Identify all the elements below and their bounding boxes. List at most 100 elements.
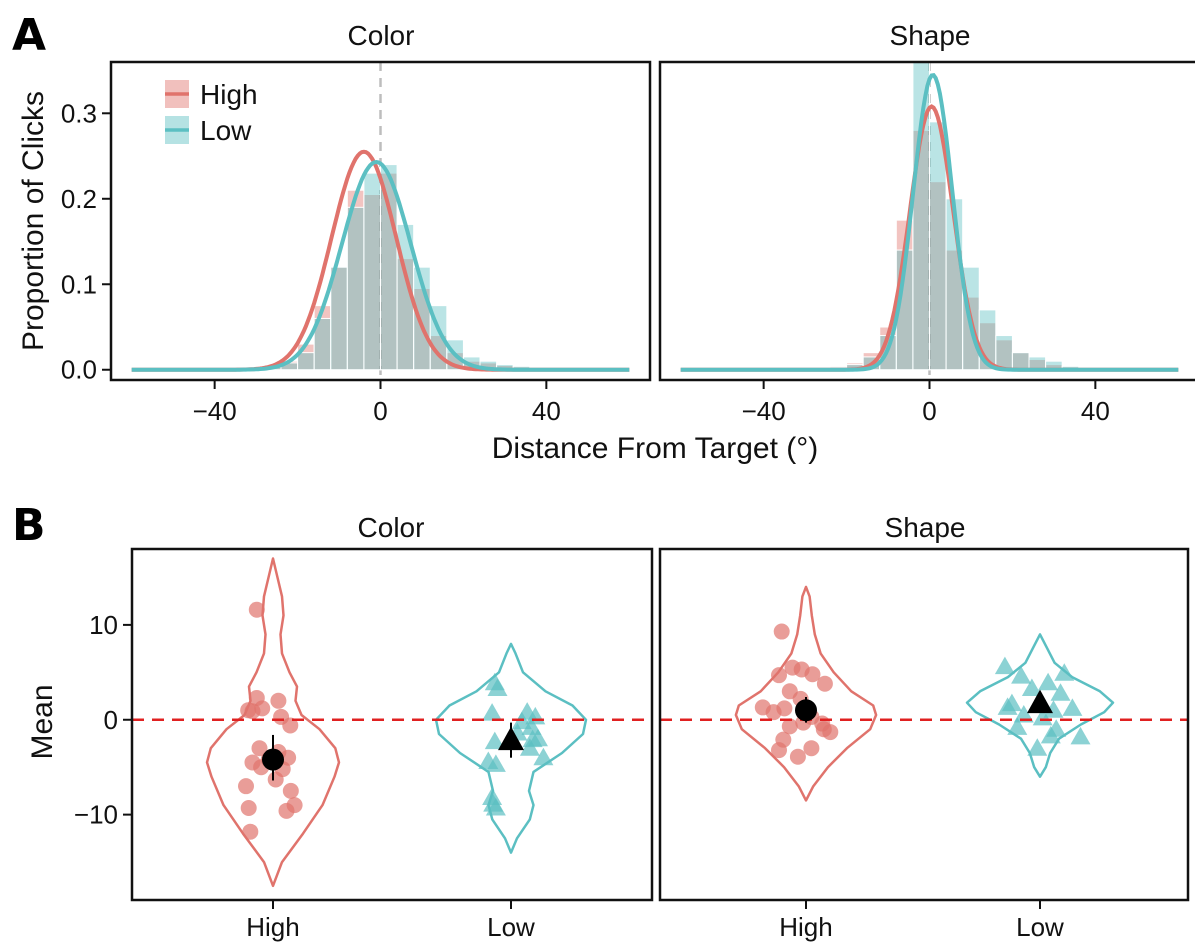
data-point-color-low: [485, 754, 506, 772]
data-point-color-low: [519, 738, 540, 756]
violin-color-high: [205, 557, 341, 888]
data-point-color-high: [240, 799, 257, 816]
data-point-shape-high: [771, 742, 787, 759]
data-point-shape-low: [1027, 738, 1048, 756]
facet-title-a-color: Color: [348, 20, 415, 51]
data-point-color-low: [484, 672, 505, 691]
data-point-color-low: [533, 747, 554, 766]
y-tick-label-b: 0: [104, 705, 118, 735]
x-tick-label-a-shape: 0: [922, 396, 936, 426]
mean-marker-color-high: [262, 748, 284, 771]
histogram-plot-color: [131, 62, 630, 380]
data-point-shape-high: [781, 718, 798, 735]
plot-frame-b-color: [130, 547, 654, 902]
data-point-shape-high: [789, 748, 806, 765]
x-tick-label-a-color: 0: [373, 396, 387, 426]
legend: High Low: [165, 79, 258, 146]
y-axis-b: −10 0 10: [74, 610, 132, 830]
y-axis-title-a: Proportion of Clicks: [17, 91, 50, 351]
x-axis-title-a: Distance From Target (°): [492, 432, 819, 465]
x-axis-b-color: High Low: [246, 900, 535, 942]
data-point-color-high: [248, 601, 265, 618]
histogram-plot-shape: [680, 61, 1179, 380]
data-point-shape-low: [1011, 666, 1032, 684]
y-tick-label-b: 10: [89, 610, 118, 640]
data-point-shape-low: [1013, 705, 1034, 723]
x-category-label-shape: Low: [1016, 912, 1064, 942]
density-curve-shape-low: [680, 72, 1179, 372]
data-point-shape-high: [771, 667, 787, 684]
data-point-color-high: [242, 823, 259, 840]
x-tick-label-a-shape: −40: [742, 396, 786, 426]
plot-frame-b-shape: [658, 547, 1190, 902]
x-tick-label-a-color: 40: [532, 396, 561, 426]
data-point-shape-high: [765, 704, 782, 721]
y-tick-label-b: −10: [74, 800, 118, 830]
x-axis-b-shape: High Low: [779, 900, 1064, 942]
x-axis-a-color: −40 0 40: [193, 380, 561, 426]
data-point-color-high: [251, 740, 268, 757]
data-point-color-low: [484, 731, 505, 750]
data-point-color-high: [238, 778, 254, 795]
violin-shape-high: [734, 585, 878, 802]
mean-marker-shape-high: [795, 699, 817, 722]
data-point-shape-low: [1050, 683, 1071, 701]
data-point-shape-high: [803, 740, 820, 757]
panel-label-b: B: [12, 500, 46, 551]
histogram-bar-shape-low: [1011, 352, 1030, 371]
histogram-bar-shape-low: [929, 121, 947, 371]
data-point-color-low: [483, 794, 504, 812]
mean-marker-shape-low: [1027, 689, 1053, 714]
data-point-shape-high: [804, 666, 821, 683]
data-point-shape-low: [997, 697, 1018, 715]
violin-shape-low: [965, 633, 1115, 778]
data-point-shape-low: [1054, 663, 1075, 681]
data-point-shape-low: [1070, 726, 1091, 745]
x-axis-a-shape: −40 0 40: [742, 380, 1110, 426]
data-point-color-high: [270, 692, 287, 709]
histogram-bar-color-low: [346, 206, 365, 371]
histogram-bar-color-low: [297, 352, 315, 371]
y-axis-title-b: Mean: [26, 684, 59, 759]
x-category-label-color: Low: [487, 912, 535, 942]
data-point-shape-low: [994, 656, 1015, 675]
data-point-shape-low: [1062, 698, 1083, 716]
x-category-label-color: High: [246, 912, 299, 942]
x-tick-label-a-color: −40: [193, 396, 237, 426]
x-tick-label-a-shape: 40: [1081, 396, 1110, 426]
density-curve-color-low: [131, 159, 630, 372]
x-category-label-shape: High: [779, 912, 832, 942]
data-point-color-high: [286, 797, 303, 814]
data-point-shape-high: [822, 724, 839, 741]
data-point-shape-high: [816, 675, 833, 692]
data-point-color-high: [254, 700, 271, 717]
y-tick-label-a: 0.1: [61, 269, 97, 299]
legend-label-low: Low: [200, 115, 252, 146]
y-tick-label-a: 0.0: [61, 355, 97, 385]
panel-label-a: A: [12, 10, 46, 61]
facet-title-a-shape: Shape: [890, 20, 971, 51]
legend-label-high: High: [200, 79, 258, 110]
data-point-shape-low: [1040, 725, 1061, 744]
y-tick-label-a: 0.2: [61, 184, 97, 214]
violin-plot-shape: [660, 585, 1188, 802]
data-point-color-low: [482, 703, 503, 721]
facet-title-b-shape: Shape: [885, 512, 966, 543]
y-axis-a: 0.0 0.1 0.2 0.3: [61, 98, 111, 385]
data-point-shape-low: [1021, 678, 1042, 696]
histogram-bar-color-low: [330, 266, 348, 371]
mean-marker-color-low: [498, 726, 524, 751]
data-point-shape-low: [1043, 700, 1064, 718]
histogram-bar-color-low: [363, 172, 381, 371]
facet-title-b-color: Color: [358, 512, 425, 543]
y-tick-label-a: 0.3: [61, 98, 97, 128]
violin-color-low: [434, 642, 588, 854]
data-point-color-high: [282, 717, 299, 734]
data-point-shape-low: [1038, 672, 1059, 691]
data-point-shape-high: [773, 623, 790, 640]
data-point-color-high: [282, 782, 299, 799]
violin-plot-color: [132, 557, 652, 888]
data-point-color-high: [267, 771, 284, 788]
data-point-shape-low: [1007, 717, 1028, 735]
data-point-color-high: [240, 702, 257, 719]
